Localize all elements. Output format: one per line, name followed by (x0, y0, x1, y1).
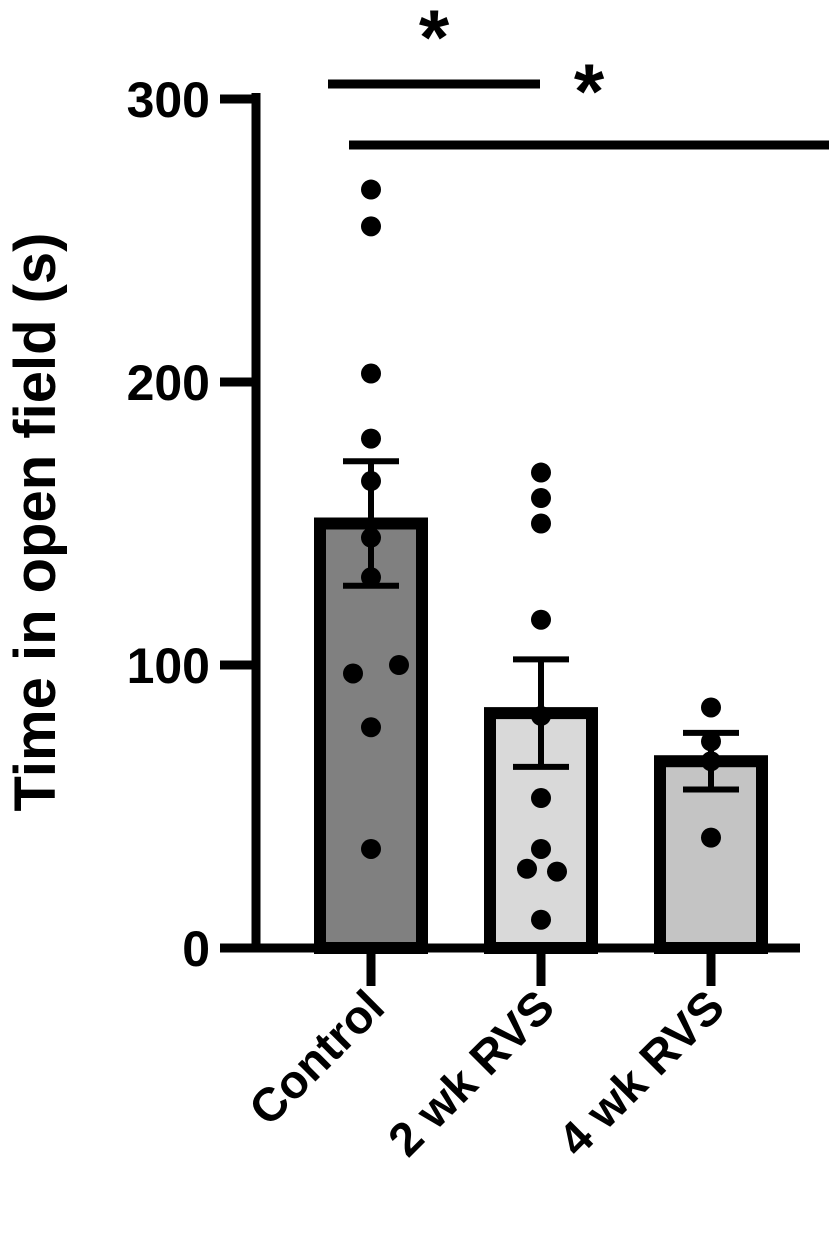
significance-star: * (574, 47, 605, 135)
y-tick-label: 0 (182, 921, 210, 977)
significance-star: * (419, 0, 450, 81)
significance-annotations: ** (328, 0, 829, 150)
y-tick-label: 200 (127, 355, 210, 411)
data-point (531, 838, 551, 859)
data-point (361, 179, 381, 200)
data-point (701, 827, 721, 848)
y-axis-title: Time in open field (s) (3, 233, 68, 812)
data-point (361, 216, 381, 237)
error-bars (343, 458, 739, 793)
x-tick-label: Control (238, 980, 394, 1136)
data-point (531, 488, 551, 509)
data-point (531, 909, 551, 930)
y-axis: 0 100 200 300 (127, 72, 261, 977)
data-points (343, 179, 721, 930)
x-tick-label: 2 wk RVS (378, 980, 564, 1166)
data-point (343, 663, 363, 684)
data-point (531, 462, 551, 483)
x-tick-label: 4 wk RVS (548, 980, 734, 1166)
y-tick-label: 100 (127, 638, 210, 694)
data-point (517, 858, 537, 879)
data-point (361, 717, 381, 738)
data-point (361, 838, 381, 859)
data-point (547, 861, 567, 882)
data-point (701, 697, 721, 718)
data-point (531, 788, 551, 809)
data-point (531, 513, 551, 534)
y-tick-label: 300 (127, 72, 210, 128)
data-point (361, 363, 381, 384)
data-point (361, 428, 381, 449)
data-point (389, 655, 409, 675)
data-point (531, 609, 551, 630)
